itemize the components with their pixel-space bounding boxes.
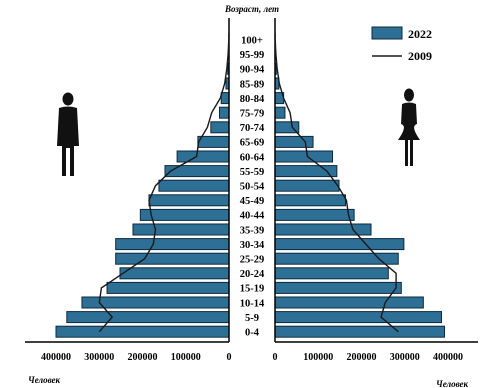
bar-left-15-19 <box>106 281 230 294</box>
bar-left-65-69 <box>197 135 230 148</box>
age-label: 55-59 <box>240 167 265 178</box>
x-tick-left-300000: 300000 <box>84 352 114 363</box>
bars-left-group <box>55 33 230 338</box>
bar-left-0-4 <box>55 325 230 338</box>
age-label: 30-34 <box>240 240 265 251</box>
line-2009-right <box>274 39 399 333</box>
x-tick-right-400000: 400000 <box>433 352 463 363</box>
age-label: 100+ <box>241 36 263 47</box>
bar-right-65-69 <box>274 135 314 148</box>
age-label: 25-29 <box>240 255 265 266</box>
bar-left-25-29 <box>115 252 230 265</box>
bar-left-70-74 <box>210 121 230 134</box>
bar-right-5-9 <box>274 311 443 324</box>
bar-left-75-79 <box>218 106 230 119</box>
age-label: 20-24 <box>240 269 265 280</box>
bar-right-45-49 <box>274 194 346 207</box>
age-label: 40-44 <box>240 211 265 222</box>
chart-title: Возраст, лет <box>224 4 279 14</box>
bar-right-15-19 <box>274 281 402 294</box>
bars-right-group <box>274 33 446 338</box>
bar-left-20-24 <box>119 267 230 280</box>
age-label: 10-14 <box>240 298 265 309</box>
female-silhouette-icon <box>398 88 420 166</box>
bar-right-40-44 <box>274 208 355 221</box>
x-tick-left-0: 0 <box>227 352 232 363</box>
bar-right-50-54 <box>274 179 340 192</box>
bar-right-10-14 <box>274 296 424 309</box>
bar-right-75-79 <box>274 106 286 119</box>
tick-labels-group: 400000 300000 200000 100000 0 0 100000 200000 30… <box>41 352 463 363</box>
age-label: 80-84 <box>240 94 265 105</box>
age-label: 75-79 <box>240 109 265 120</box>
age-label: 70-74 <box>240 123 265 134</box>
line-2009-left <box>98 39 230 333</box>
male-silhouette-icon <box>57 92 79 176</box>
x-tick-right-0: 0 <box>273 352 278 363</box>
bar-left-10-14 <box>81 296 230 309</box>
age-label: 35-39 <box>240 225 265 236</box>
x-tick-right-300000: 300000 <box>390 352 420 363</box>
age-label: 45-49 <box>240 196 265 207</box>
bar-left-40-44 <box>139 208 230 221</box>
bar-left-50-54 <box>158 179 230 192</box>
x-axis-label-right: Человек <box>436 379 469 388</box>
x-tick-left-400000: 400000 <box>41 352 71 363</box>
bar-right-60-64 <box>274 150 334 163</box>
age-label: 85-89 <box>240 79 265 90</box>
age-label: 15-19 <box>240 284 265 295</box>
age-label: 0-4 <box>245 328 260 339</box>
bar-left-5-9 <box>66 311 230 324</box>
age-label: 5-9 <box>245 313 259 324</box>
x-tick-right-100000: 100000 <box>303 352 333 363</box>
bar-right-0-4 <box>274 325 446 338</box>
bar-left-30-34 <box>115 238 230 251</box>
bar-left-35-39 <box>132 223 230 236</box>
age-label: 90-94 <box>240 65 265 76</box>
legend-label-2009: 2009 <box>408 49 432 63</box>
legend-label-2022: 2022 <box>408 27 432 41</box>
legend-swatch-2022 <box>371 26 403 40</box>
age-label: 95-99 <box>240 50 265 61</box>
age-label: 60-64 <box>240 152 265 163</box>
bar-left-45-49 <box>148 194 230 207</box>
age-labels-group: 0-4 5-9 10-14 15-19 20-24 25-29 30-34 35-39 40-4… <box>240 36 265 339</box>
x-tick-left-100000: 100000 <box>171 352 201 363</box>
bar-left-80-84 <box>220 92 230 105</box>
x-axis-label-left: Человек <box>28 375 61 385</box>
x-tick-left-200000: 200000 <box>128 352 158 363</box>
bar-left-55-59 <box>164 165 230 178</box>
bar-left-60-64 <box>176 150 230 163</box>
age-label: 65-69 <box>240 138 265 149</box>
legend: 2022 2009 <box>371 26 432 63</box>
line-2009-group <box>98 39 399 333</box>
x-tick-right-200000: 200000 <box>347 352 377 363</box>
bar-right-30-34 <box>274 238 405 251</box>
bar-right-20-24 <box>274 267 389 280</box>
age-label: 50-54 <box>240 182 265 193</box>
